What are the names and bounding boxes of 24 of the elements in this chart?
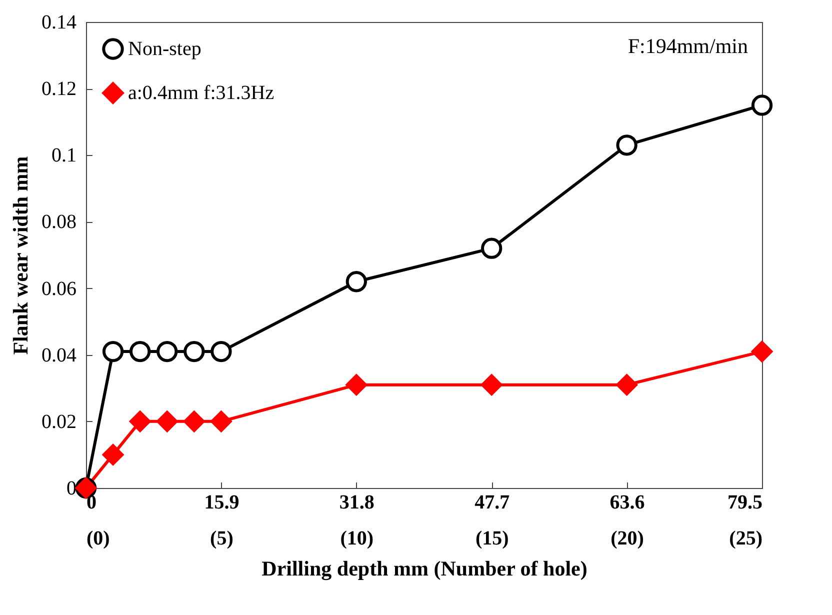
y-tick-label: 0.12 bbox=[42, 78, 76, 100]
x-tick-label: 15.9 bbox=[204, 492, 240, 514]
y-tick-label: 0.04 bbox=[42, 344, 76, 366]
x2-tick-label: (10) bbox=[340, 528, 374, 550]
x2-tick-label: (25) bbox=[729, 528, 762, 550]
y-tick-label: 0.06 bbox=[42, 278, 76, 300]
y-tick-label: 0.02 bbox=[42, 410, 76, 433]
x2-tick-label: (20) bbox=[610, 528, 644, 550]
y-tick-label: 0.14 bbox=[42, 12, 76, 34]
x2-tick-label: (0) bbox=[86, 528, 110, 550]
annotation: F:194mm/min bbox=[628, 34, 748, 58]
legend-label: Non-step bbox=[128, 38, 202, 60]
y-axis-title: Flank wear width mm bbox=[8, 156, 32, 355]
y-tick-label: 0.08 bbox=[42, 211, 76, 234]
x-tick-label: 63.6 bbox=[610, 492, 645, 514]
x-tick-label: 31.8 bbox=[339, 492, 374, 514]
x-tick-label: 47.7 bbox=[474, 492, 510, 514]
legend-label: a:0.4mm f:31.3Hz bbox=[128, 82, 274, 104]
y-tick-label: 0 bbox=[66, 478, 76, 500]
x-tick-label: 79.5 bbox=[728, 492, 762, 514]
x2-tick-label: (15) bbox=[475, 528, 509, 550]
y-tick-label: 0.1 bbox=[52, 144, 76, 167]
x-axis-title: Drilling depth mm (Number of hole) bbox=[262, 556, 588, 580]
x2-tick-label: (5) bbox=[210, 528, 234, 550]
